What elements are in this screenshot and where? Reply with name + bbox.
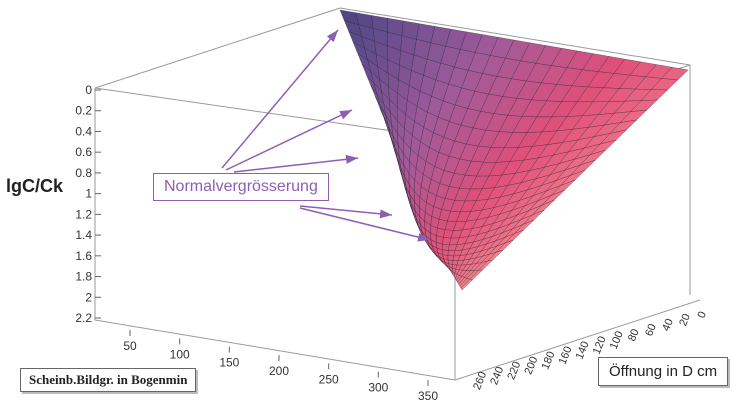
z-tick-label: 2.2 (75, 311, 92, 325)
x-tick-label: 250 (319, 372, 339, 386)
surface-mesh (339, 9, 689, 291)
x-tick-label: 300 (368, 381, 388, 395)
aperture-axis-label: Öffnung in D cm (598, 357, 729, 386)
surface-cell (460, 278, 473, 291)
x-tick-label: 200 (269, 364, 289, 378)
annotation-arrow (221, 29, 339, 169)
d-tick-label: 0 (696, 310, 709, 320)
z-tick-label: 1 (85, 187, 92, 201)
x-tick-label: 350 (418, 389, 438, 403)
d-tick-label: 100 (608, 330, 626, 352)
x-axis-label: Scheinb.Bildgr. in Bogenmin (20, 368, 197, 392)
d-tick-label: 80 (626, 327, 642, 343)
d-tick-label: 200 (522, 355, 540, 377)
z-tick-label: 1.2 (75, 207, 92, 221)
annotation-arrow (233, 154, 359, 173)
box-edge (94, 7, 341, 89)
annotation-arrows (221, 29, 431, 242)
d-tick-label: 40 (660, 317, 676, 333)
z-tick-label: 0.4 (75, 124, 92, 138)
annotation-arrow (299, 205, 393, 219)
z-tick-label: 1.4 (75, 228, 92, 242)
z-tick-label: 1.8 (75, 270, 92, 284)
x-tick-label: 100 (170, 347, 190, 361)
x-tick-label: 150 (219, 356, 239, 370)
z-tick-label: 0.6 (75, 145, 92, 159)
normalvergroesserung-annotation: Normalvergrösserung (153, 173, 329, 201)
z-tick-label: 0 (85, 83, 92, 97)
z-tick-label: 1.6 (75, 249, 92, 263)
z-tick-label: 0.2 (75, 104, 92, 118)
x-tick-label: 50 (123, 339, 137, 353)
annotation-arrow (225, 109, 353, 171)
annotation-arrow (299, 207, 431, 242)
z-tick-label: 0.8 (75, 166, 92, 180)
d-tick-label: 160 (557, 345, 575, 367)
d-tick-label: 60 (643, 322, 659, 338)
d-tick-label: 180 (540, 350, 558, 372)
box-edge (94, 319, 456, 381)
d-tick-label: 140 (574, 340, 592, 362)
box-edge (339, 7, 691, 66)
z-tick-label: 2 (85, 290, 92, 304)
box-edge (454, 299, 701, 381)
d-tick-label: 20 (677, 312, 693, 328)
d-tick-label: 120 (591, 335, 609, 357)
z-axis-label: lgC/Ck (6, 176, 64, 196)
